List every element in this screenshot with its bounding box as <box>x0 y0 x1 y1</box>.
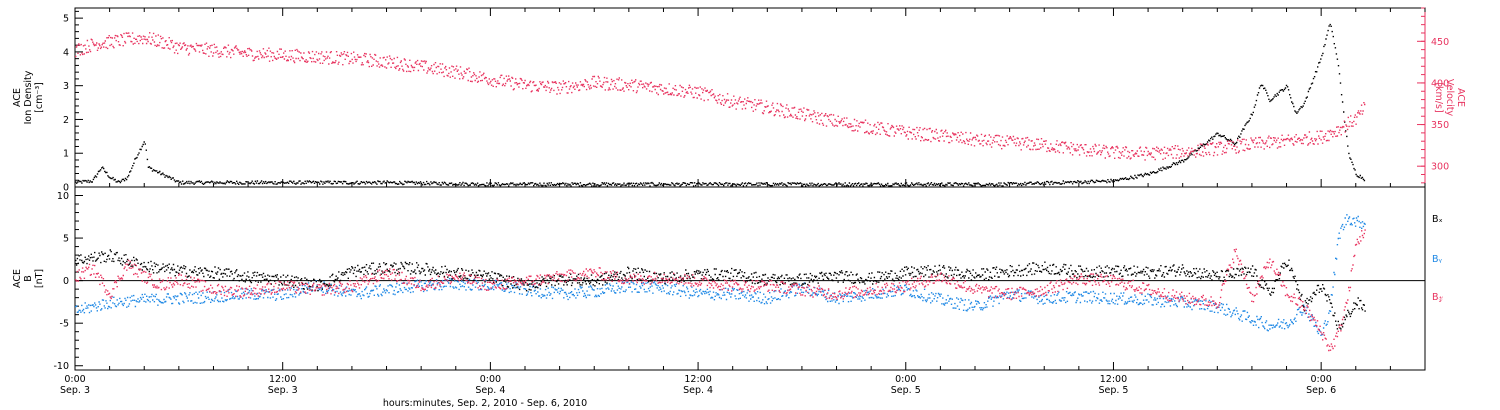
field-axis-label-line: [nT] <box>34 269 45 288</box>
field-tick-label: -5 <box>60 319 69 330</box>
legend-entry: B𝓏 <box>1432 292 1444 303</box>
x-axis-label: hours:minutes, Sep. 2, 2010 - Sep. 6, 20… <box>383 398 587 409</box>
density-tick-label: 0 <box>63 183 69 194</box>
x-tick-day-label: Sep. 4 <box>475 385 505 396</box>
field-tick-label: 0 <box>63 276 69 287</box>
velocity-tick-label: 350 <box>1431 120 1449 131</box>
density-axis-label-line: ACE <box>12 88 23 107</box>
field-axis-label-line: B <box>23 275 34 282</box>
x-tick-day-label: Sep. 5 <box>891 385 921 396</box>
top-panel-frame <box>74 7 1426 188</box>
field-axis-label-line: ACE <box>12 269 23 288</box>
legend-entry: Bᵧ <box>1432 254 1443 265</box>
x-tick-time-label: 0:00 <box>480 374 501 385</box>
velocity-series-points <box>75 32 1366 161</box>
x-tick-time-label: 0:00 <box>895 374 916 385</box>
x-tick-day-label: Sep. 6 <box>1306 385 1336 396</box>
field-tick-label: -10 <box>53 361 69 372</box>
velocity-tick-label: 450 <box>1431 37 1449 48</box>
velocity-axis-label-line: Velocity <box>1444 79 1455 117</box>
magnetic-field-panel: -10 -5 0 5 10 ACEB[nT] Bₓ Bᵧ B𝓏 <box>12 186 1444 372</box>
density-tick-label: 2 <box>63 115 69 126</box>
x-tick-time-label: 12:00 <box>1100 374 1127 385</box>
density-tick-label: 4 <box>63 47 69 58</box>
field-tick-label: 5 <box>63 234 69 245</box>
x-tick-day-label: Sep. 4 <box>683 385 713 396</box>
bottom-panel-frame <box>74 186 1426 371</box>
density-tick-label: 3 <box>63 81 69 92</box>
field-series-0-points <box>75 249 1366 330</box>
legend-entry: Bₓ <box>1432 214 1443 225</box>
field-series-2-points <box>75 229 1366 352</box>
density-tick-label: 5 <box>63 14 69 25</box>
velocity-tick-label: 300 <box>1431 162 1449 173</box>
velocity-series <box>75 32 1366 161</box>
field-tick-label: 10 <box>57 191 69 202</box>
x-tick-day-label: Sep. 3 <box>60 385 90 396</box>
x-tick-time-label: 12:00 <box>684 374 711 385</box>
field-axis-label: ACEB[nT] <box>12 269 45 288</box>
x-tick-time-label: 0:00 <box>1310 374 1331 385</box>
x-tick-time-label: 12:00 <box>269 374 296 385</box>
density-tick-label: 1 <box>63 149 69 160</box>
field-series-2 <box>75 229 1366 352</box>
density-axis-label-line: Ion Density <box>23 70 34 124</box>
x-tick-time-label: 0:00 <box>64 374 85 385</box>
field-series-0 <box>75 249 1366 330</box>
density-axis-label: ACEIon Density[cm⁻³] <box>12 70 45 124</box>
velocity-axis-label-line: ACE <box>1455 88 1466 107</box>
density-axis-label-line: [cm⁻³] <box>34 82 45 113</box>
velocity-axis-label-line: [km/s] <box>1433 82 1444 112</box>
velocity-tick-label: 400 <box>1431 78 1449 89</box>
velocity-axis-label: ACEVelocity[km/s] <box>1433 79 1466 117</box>
x-tick-day-label: Sep. 5 <box>1098 385 1128 396</box>
x-tick-day-label: Sep. 3 <box>268 385 298 396</box>
